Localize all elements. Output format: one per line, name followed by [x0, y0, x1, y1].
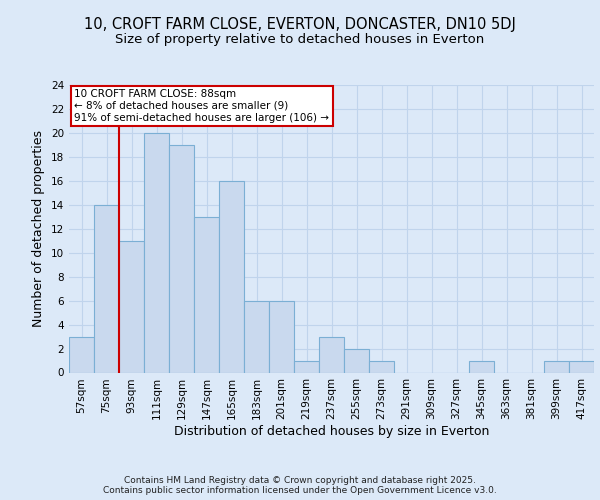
X-axis label: Distribution of detached houses by size in Everton: Distribution of detached houses by size … [174, 425, 489, 438]
Bar [194, 217, 219, 372]
Bar [119, 240, 144, 372]
Text: 10, CROFT FARM CLOSE, EVERTON, DONCASTER, DN10 5DJ: 10, CROFT FARM CLOSE, EVERTON, DONCASTER… [84, 18, 516, 32]
Text: Contains HM Land Registry data © Crown copyright and database right 2025.
Contai: Contains HM Land Registry data © Crown c… [103, 476, 497, 495]
Text: Size of property relative to detached houses in Everton: Size of property relative to detached ho… [115, 32, 485, 46]
Bar [544, 360, 569, 372]
Bar [144, 133, 169, 372]
Bar [69, 336, 94, 372]
Bar [269, 300, 294, 372]
Text: 10 CROFT FARM CLOSE: 88sqm
← 8% of detached houses are smaller (9)
91% of semi-d: 10 CROFT FARM CLOSE: 88sqm ← 8% of detac… [74, 90, 329, 122]
Bar [244, 300, 269, 372]
Bar [469, 360, 494, 372]
Bar [294, 360, 319, 372]
Bar [344, 348, 369, 372]
Bar [569, 360, 594, 372]
Bar [319, 336, 344, 372]
Bar [169, 145, 194, 372]
Bar [94, 205, 119, 372]
Bar [219, 181, 244, 372]
Bar [369, 360, 394, 372]
Y-axis label: Number of detached properties: Number of detached properties [32, 130, 46, 327]
